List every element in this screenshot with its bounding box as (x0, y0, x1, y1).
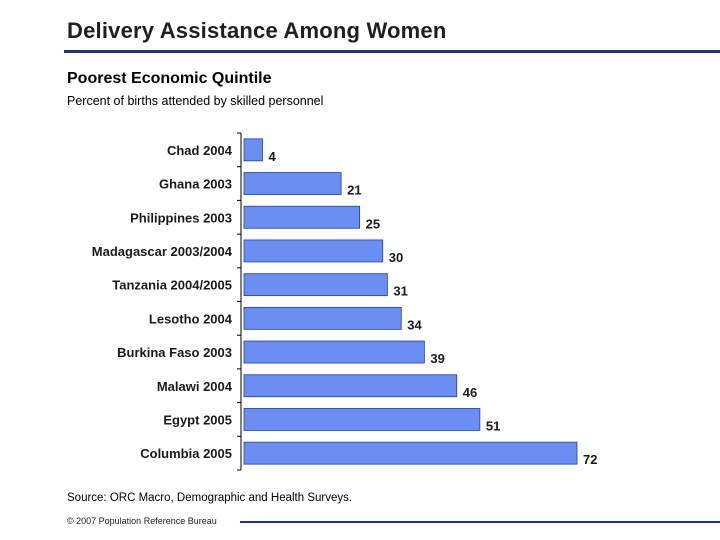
category-label: Burkina Faso 2003 (117, 345, 232, 360)
value-label: 39 (430, 351, 444, 366)
category-label: Chad 2004 (167, 143, 233, 158)
category-label: Columbia 2005 (140, 446, 232, 461)
value-label: 25 (366, 216, 380, 231)
bar (243, 306, 402, 330)
value-label: 4 (269, 149, 277, 164)
category-labels: Chad 2004 Ghana 2003 Philippines 2003 Madag… (92, 143, 233, 461)
bar (243, 374, 458, 398)
bars (243, 138, 578, 465)
value-label: 21 (347, 183, 361, 198)
category-axis (237, 132, 242, 471)
value-label: 34 (407, 317, 422, 332)
category-label: Madagascar 2003/2004 (92, 244, 233, 259)
bar (243, 172, 342, 195)
bar (243, 340, 425, 364)
bar (243, 408, 481, 431)
chart-subtitle: Poorest Economic Quintile (67, 70, 272, 87)
category-label: Tanzania 2004/2005 (112, 278, 232, 293)
category-label: Ghana 2003 (159, 177, 232, 192)
bar (243, 239, 384, 263)
category-label: Egypt 2005 (163, 412, 232, 427)
source-note: Source: ORC Macro, Demographic and Healt… (67, 492, 353, 504)
value-label: 46 (463, 385, 477, 400)
category-label: Malawi 2004 (157, 379, 233, 394)
copyright-footer: © 2007 Population Reference Bureau (67, 516, 217, 526)
bar (243, 441, 578, 465)
chart-description: Percent of births attended by skilled pe… (67, 94, 324, 108)
value-label: 30 (389, 250, 403, 265)
category-label: Philippines 2003 (130, 210, 232, 225)
slide-title: Delivery Assistance Among Women (67, 18, 447, 43)
bar (243, 205, 361, 229)
footer-divider (240, 521, 720, 523)
title-divider (64, 50, 720, 53)
value-label: 31 (393, 284, 407, 299)
bar (243, 273, 388, 297)
value-label: 51 (486, 418, 500, 433)
value-labels: 4 21 25 30 31 34 39 46 51 72 (269, 149, 598, 467)
bar (243, 138, 263, 162)
category-label: Lesotho 2004 (149, 311, 233, 326)
value-label: 72 (583, 452, 597, 467)
